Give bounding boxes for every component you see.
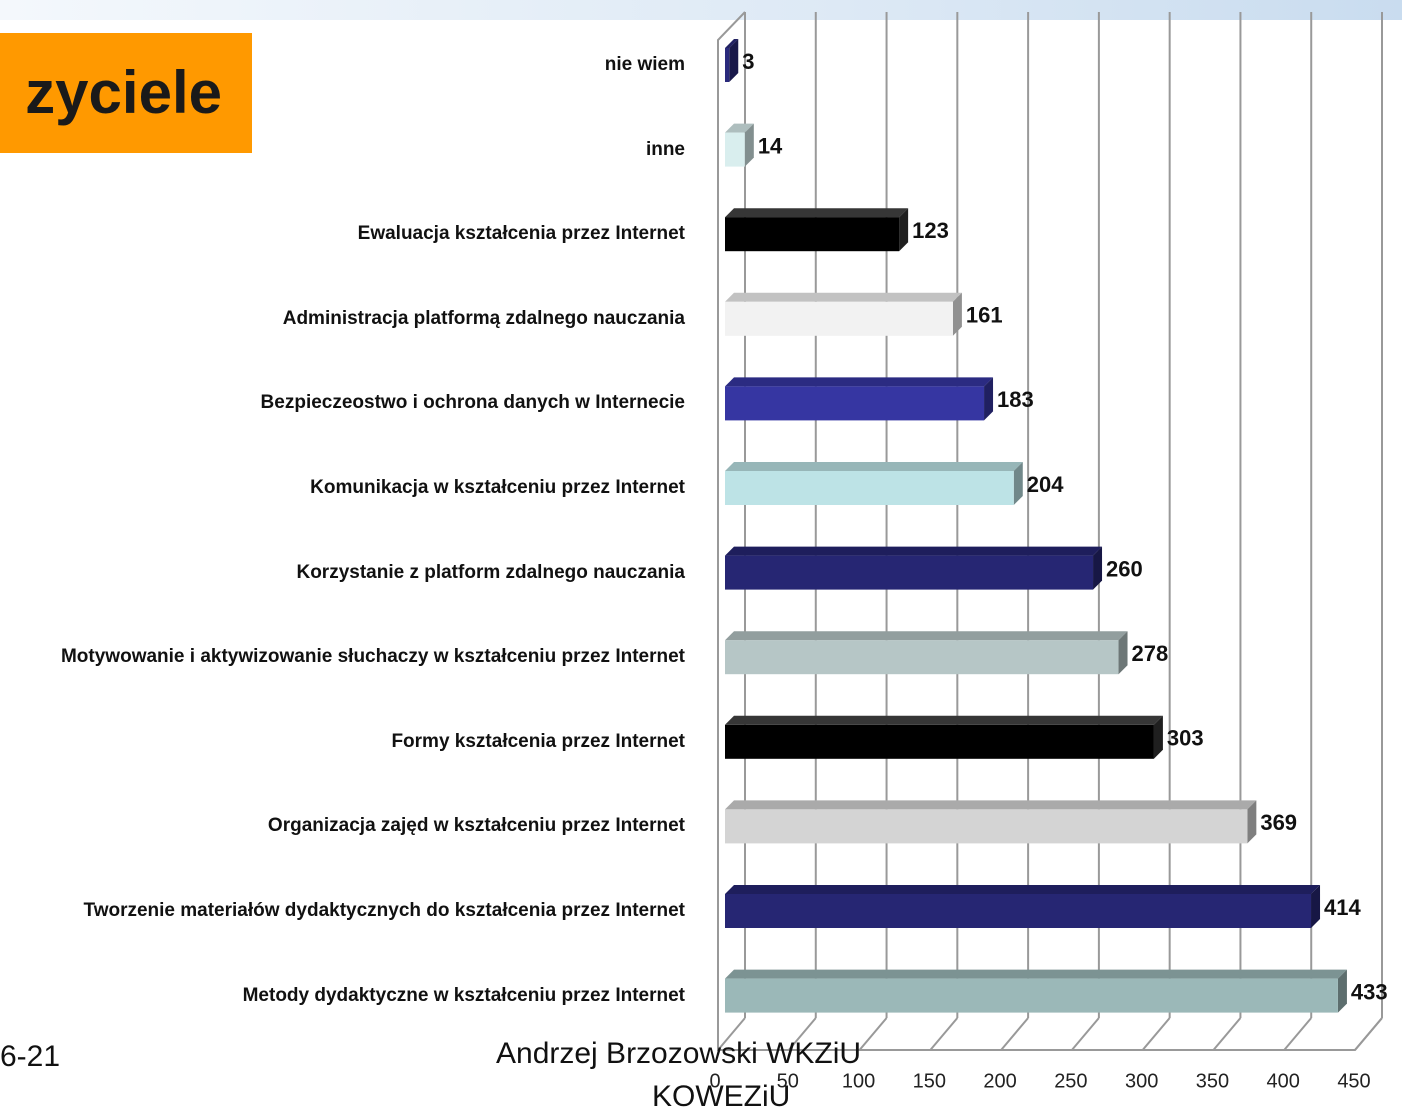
bar-top — [725, 715, 1163, 725]
category-label: Organizacja zajęd w kształceniu przez In… — [267, 815, 685, 837]
category-label: Formy kształcenia przez Internet — [391, 730, 685, 752]
category-label: inne — [645, 138, 685, 160]
category-label: Komunikacja w kształceniu przez Internet — [310, 477, 685, 498]
floor-line — [929, 1017, 959, 1051]
floor-line — [1071, 1017, 1100, 1051]
x-tick-label: 250 — [1054, 1070, 1087, 1092]
value-label: 433 — [1351, 979, 1388, 1004]
value-label: 260 — [1106, 556, 1143, 581]
slide-title: zyciele — [0, 33, 252, 153]
value-label: 14 — [758, 133, 783, 158]
bar — [725, 217, 900, 252]
category-label: Metody dydaktyczne w kształceniu przez I… — [242, 984, 685, 1006]
bar-side — [1247, 800, 1257, 844]
floor-line — [788, 1017, 817, 1051]
x-tick-label: 200 — [983, 1070, 1016, 1092]
x-tick-label: 300 — [1125, 1070, 1158, 1092]
bar-top — [725, 377, 994, 387]
bar-top — [725, 800, 1257, 810]
bar-side — [1337, 969, 1347, 1013]
bar — [725, 894, 1312, 928]
bar — [725, 48, 730, 82]
footer-org: KOWEZiU — [652, 1080, 791, 1113]
category-label: Korzystanie z platform zdalnego nauczani… — [296, 561, 685, 583]
floor-line — [717, 1017, 746, 1051]
category-label: Tworzenie materiałów dydaktycznych do ks… — [83, 900, 686, 921]
bar-side — [1311, 885, 1321, 928]
bar-side — [744, 123, 754, 167]
bar — [725, 132, 745, 167]
bar-top — [725, 462, 1023, 471]
floor-line — [1000, 1017, 1029, 1051]
value-label: 3 — [742, 49, 754, 74]
x-tick-label: 400 — [1267, 1070, 1300, 1092]
bar — [725, 301, 953, 336]
bar-top — [725, 123, 754, 133]
x-tick-label: 350 — [1196, 1070, 1229, 1092]
value-label: 278 — [1132, 641, 1169, 666]
category-label: Motywowanie i aktywizowanie słuchaczy w … — [60, 646, 685, 668]
floor-line — [1354, 1017, 1383, 1051]
bar-side — [899, 208, 909, 252]
bar-top — [725, 885, 1321, 894]
value-label: 303 — [1167, 726, 1204, 751]
bar-top — [725, 292, 962, 302]
bar-top — [725, 969, 1347, 979]
value-label: 204 — [1027, 472, 1064, 497]
bar — [725, 640, 1119, 675]
bar-top — [725, 546, 1103, 556]
footer-author: Andrzej Brzozowski WKZiU — [496, 1037, 862, 1070]
category-label: Ewaluacja kształcenia przez Internet — [357, 223, 685, 245]
bar-side — [984, 377, 994, 421]
x-tick-label: 50 — [777, 1070, 799, 1092]
category-label: Administracja platformą zdalnego nauczan… — [282, 307, 685, 329]
floor-line — [1141, 1017, 1171, 1051]
bar-side — [729, 39, 739, 82]
value-label: 369 — [1260, 810, 1297, 835]
bar-top — [725, 39, 739, 48]
category-label: Bezpieczeostwo i ochrona danych w Intern… — [260, 392, 685, 414]
floor-line — [1212, 1017, 1242, 1051]
bar — [725, 555, 1094, 590]
bar — [725, 724, 1154, 759]
bar-side — [952, 292, 962, 336]
value-label: 161 — [966, 303, 1003, 328]
header-band — [0, 0, 1402, 20]
value-label: 414 — [1324, 895, 1361, 920]
x-tick-label: 450 — [1337, 1070, 1370, 1092]
bar — [725, 471, 1014, 505]
value-label: 183 — [997, 387, 1034, 412]
floor-line — [858, 1017, 888, 1051]
bar-side — [1153, 715, 1163, 759]
floor-line — [1283, 1017, 1312, 1051]
bar-side — [1093, 546, 1103, 590]
footer-date: 6-21 — [0, 1040, 61, 1073]
bar — [725, 386, 985, 421]
value-label: 123 — [912, 218, 949, 243]
bar-top — [725, 631, 1128, 641]
bar-top — [725, 208, 909, 218]
bar — [725, 809, 1248, 844]
x-tick-label: 0 — [709, 1070, 720, 1092]
bar — [725, 978, 1338, 1013]
x-tick-label: 150 — [913, 1070, 946, 1092]
bar-side — [1118, 631, 1128, 675]
category-label: nie wiem — [604, 54, 685, 75]
x-tick-label: 100 — [842, 1070, 875, 1092]
bar-side — [1013, 462, 1023, 505]
